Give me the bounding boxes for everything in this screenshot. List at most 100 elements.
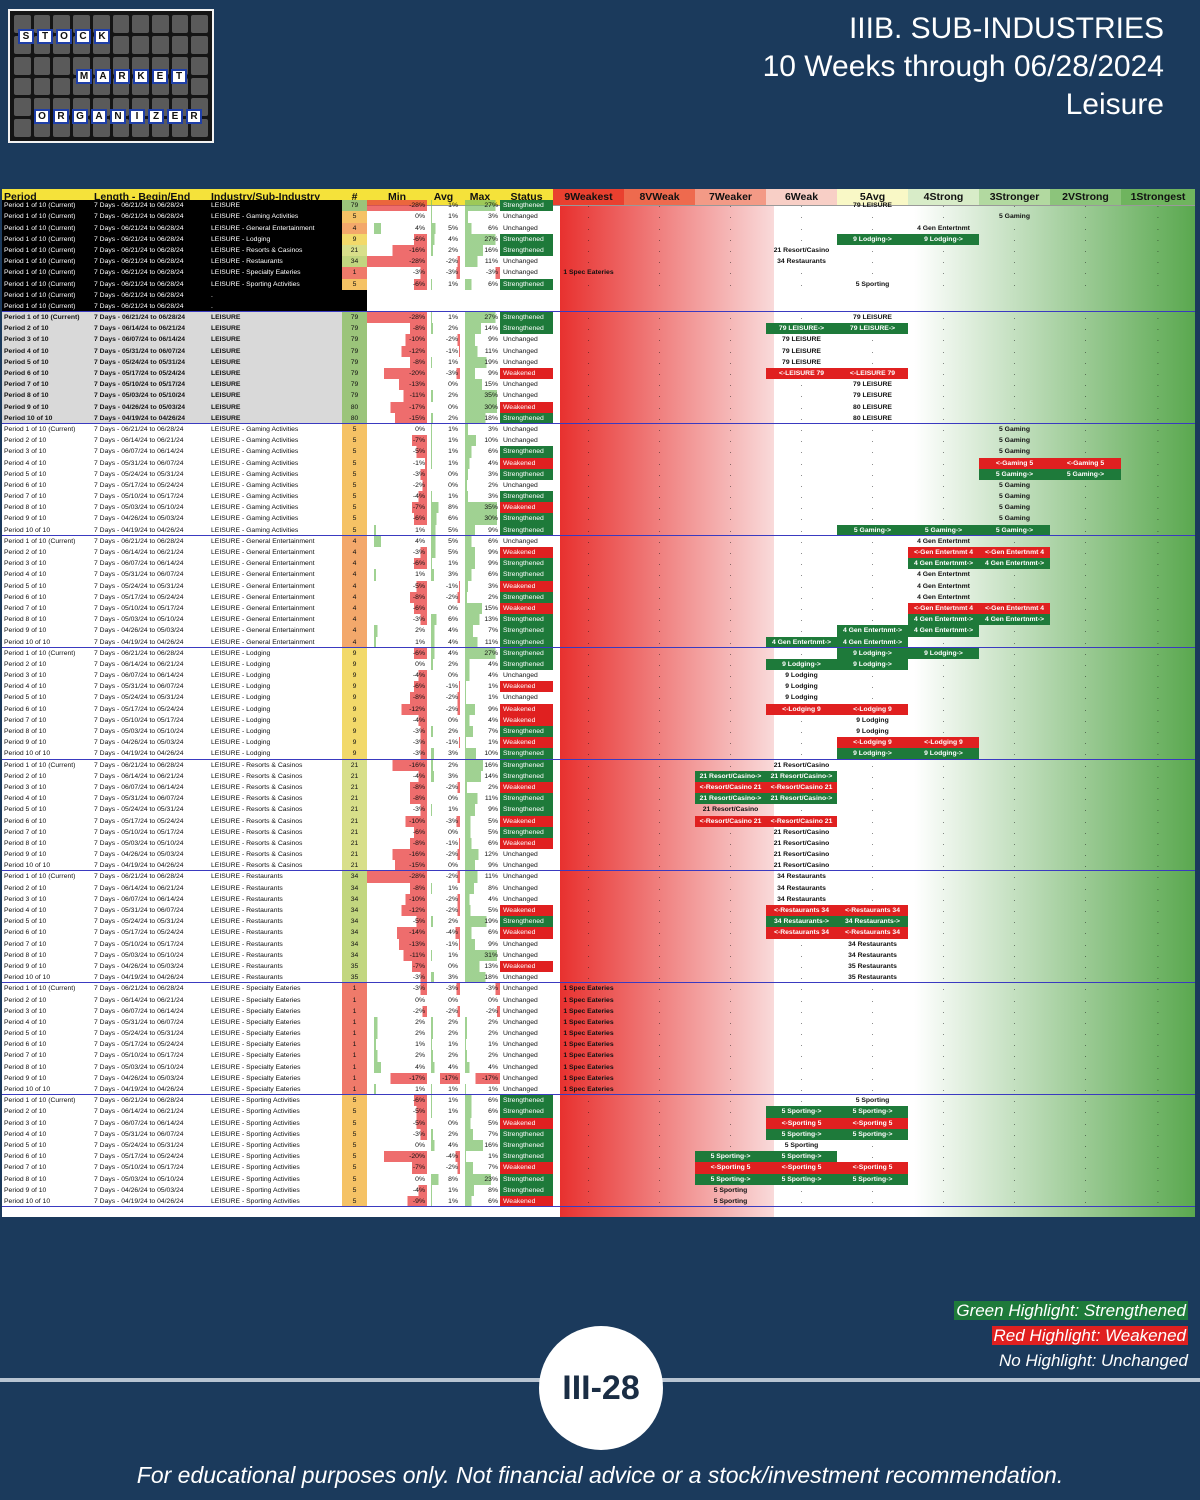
- count-cell: 9: [342, 714, 367, 726]
- period-cell: Period 9 of 10: [4, 627, 47, 635]
- strength-bucket-cell: 34 Restaurants: [848, 940, 897, 948]
- industry-cell: LEISURE - Sporting Activities: [211, 1108, 300, 1116]
- strength-bucket-cell: 9 Lodging->: [837, 748, 908, 760]
- strength-bucket-cell: .: [1084, 795, 1087, 803]
- strength-bucket-cell: .: [1013, 1041, 1016, 1049]
- count-cell: 4: [342, 591, 367, 603]
- strength-bucket-cell: .: [837, 1196, 908, 1208]
- min-cell: -16%: [367, 244, 427, 257]
- strength-bucket-cell: .: [1013, 1108, 1016, 1116]
- strength-bucket-cell: .: [658, 728, 661, 735]
- strength-bucket-cell: .: [1084, 537, 1087, 545]
- strength-bucket-cell: .: [1013, 235, 1016, 243]
- strength-bucket-cell: <-Lodging 9: [908, 737, 979, 749]
- strength-bucket-cell: .: [1084, 1186, 1087, 1194]
- strength-bucket-cell: .: [800, 314, 803, 322]
- strength-bucket-cell: 79 LEISURE->: [837, 323, 908, 335]
- strength-bucket-cell: .: [658, 258, 661, 266]
- strength-bucket-cell: .: [1121, 972, 1195, 984]
- avg-cell: 0%: [427, 379, 460, 391]
- strength-bucket-cell: .: [1013, 202, 1016, 210]
- strength-bucket-cell: .: [1157, 560, 1159, 568]
- strength-bucket-cell: .: [1084, 1119, 1087, 1127]
- min-cell: -28%: [367, 871, 427, 883]
- strength-bucket-cell: .: [1084, 213, 1087, 221]
- strength-bucket-cell: .: [658, 381, 661, 389]
- strength-bucket-cell: .: [1157, 1119, 1159, 1127]
- strength-bucket-cell: <-Lodging 9: [837, 703, 908, 715]
- count-cell: 35: [342, 960, 367, 973]
- strength-bucket-cell: .: [658, 649, 661, 657]
- strength-bucket-cell: .: [658, 1108, 661, 1116]
- length-cell: 7 Days - 06/14/24 to 06/21/24: [94, 996, 184, 1004]
- max-cell: 13%: [460, 960, 500, 973]
- industry-cell: LEISURE - Sporting Activities: [211, 1097, 300, 1105]
- count-cell: 1: [342, 267, 367, 279]
- strength-bucket-cell: .: [1084, 962, 1087, 970]
- strength-bucket-cell: .: [658, 1130, 661, 1138]
- strength-bucket-cell: .: [1084, 370, 1087, 377]
- strength-bucket-cell: .: [871, 1186, 874, 1194]
- min-cell: -6%: [367, 233, 427, 245]
- strength-bucket-cell: .: [1013, 269, 1016, 277]
- strength-bucket-cell: .: [942, 481, 945, 489]
- strength-bucket-cell: .: [871, 672, 874, 680]
- avg-cell: 4%: [427, 647, 460, 659]
- legend-weakened: Red Highlight: Weakened: [991, 1326, 1188, 1345]
- min-cell: 4%: [367, 535, 427, 547]
- industry-cell: LEISURE - General Entertainment: [211, 537, 315, 545]
- strength-bucket-cell: .: [800, 1041, 803, 1049]
- strength-bucket-cell: .: [1084, 660, 1087, 668]
- strength-bucket-cell: .: [729, 515, 732, 523]
- strength-bucket-cell: 79 LEISURE: [853, 202, 892, 210]
- length-cell: 7 Days - 06/21/24 to 06/28/24: [94, 985, 184, 993]
- strength-bucket-cell: .: [587, 627, 590, 635]
- strength-bucket-cell: 5 Gaming: [999, 504, 1030, 512]
- industry-cell: LEISURE - General Entertainment: [211, 604, 315, 612]
- strength-bucket-cell: .: [587, 716, 590, 724]
- industry-cell: .: [209, 300, 342, 313]
- status-cell: Unchanged: [500, 860, 553, 872]
- max-cell: 15%: [460, 379, 500, 391]
- status-cell: Strengthened: [500, 591, 553, 603]
- max-cell: 6%: [460, 446, 500, 458]
- count-cell: 5: [342, 1106, 367, 1118]
- industry-cell: LEISURE - Specialty Eateries: [211, 1007, 301, 1015]
- avg-cell: -2%: [427, 334, 460, 346]
- strength-bucket-cell: 21 Resort/Casino: [702, 806, 759, 814]
- strength-bucket-cell: .: [587, 347, 590, 355]
- length-cell: 7 Days - 05/03/24 to 05/10/24: [92, 390, 209, 402]
- strength-bucket-cell: .: [942, 817, 945, 825]
- min-cell: 0%: [367, 1139, 427, 1152]
- status-cell: Unchanged: [500, 1039, 553, 1051]
- status-cell: Strengthened: [500, 658, 553, 671]
- count-cell: 5: [342, 1173, 367, 1185]
- max-cell: 6%: [460, 569, 500, 581]
- count-cell: 1: [342, 983, 367, 995]
- logo-letter: R: [53, 109, 69, 124]
- strength-bucket-cell: .: [1157, 347, 1159, 355]
- strength-bucket-cell: .: [1157, 1018, 1159, 1026]
- strength-bucket-cell: .: [942, 783, 945, 791]
- strength-bucket-cell: .: [729, 649, 732, 657]
- strength-bucket-cell: .: [1157, 1175, 1159, 1183]
- strength-bucket-cell: .: [1013, 996, 1016, 1004]
- strength-bucket-cell: .: [729, 1018, 732, 1026]
- strength-bucket-cell: .: [1013, 403, 1016, 411]
- strength-bucket-cell: .: [729, 873, 732, 881]
- status-cell: Strengthened: [500, 233, 553, 245]
- length-cell: 7 Days - 05/03/24 to 05/10/24: [94, 616, 184, 624]
- strength-bucket-cell: .: [587, 370, 590, 377]
- count-cell: 4: [342, 569, 367, 581]
- strength-bucket-cell: [1050, 301, 1121, 313]
- strength-bucket-cell: 79 LEISURE: [782, 358, 821, 366]
- status-cell: Strengthened: [500, 804, 553, 816]
- strength-bucket-cell: 9 Lodging: [785, 683, 818, 691]
- avg-cell: 4%: [427, 1061, 460, 1073]
- column-header: 3Stronger: [979, 189, 1050, 206]
- strength-bucket-cell: .: [1157, 705, 1159, 713]
- strength-bucket-cell: .: [1084, 873, 1087, 881]
- length-cell: 7 Days - 06/14/24 to 06/21/24: [92, 323, 209, 335]
- max-cell: 1%: [460, 692, 500, 704]
- period-cell: Period 8 of 10: [4, 951, 47, 959]
